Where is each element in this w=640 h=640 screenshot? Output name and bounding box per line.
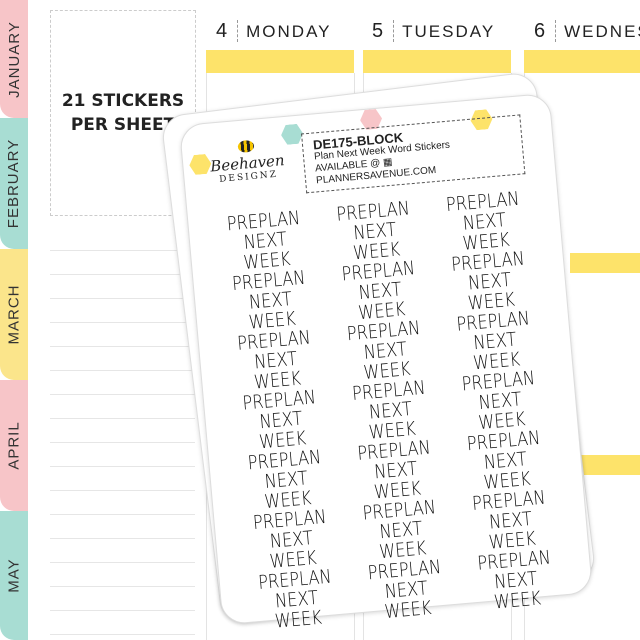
sticker: PREPLAN NEXT WEEK (351, 376, 427, 444)
highlight-bar (570, 455, 640, 475)
sticker: PREPLAN NEXT WEEK (246, 446, 322, 514)
sticker: PREPLAN NEXT WEEK (252, 505, 328, 573)
highlight-bar (363, 50, 511, 73)
sticker: PREPLAN NEXT WEEK (356, 436, 432, 504)
ruled-line (50, 490, 195, 491)
ruled-line (50, 466, 195, 467)
sticker: PREPLAN NEXT WEEK (340, 257, 416, 325)
sticker: PREPLAN NEXT WEEK (455, 307, 531, 375)
sticker: PREPLAN NEXT WEEK (450, 247, 526, 315)
ruled-line (50, 274, 195, 275)
tab-april[interactable]: APRIL (0, 380, 28, 511)
tab-february[interactable]: FEBRUARY (0, 118, 28, 249)
ruled-line (50, 514, 195, 515)
ruled-line (50, 346, 195, 347)
brand-logo: Beehaven DESIGNZ (206, 137, 289, 186)
day-header-wednesday: 6WEDNES (534, 20, 640, 42)
highlight-bar (570, 253, 640, 273)
tab-march[interactable]: MARCH (0, 249, 28, 380)
sticker: PREPLAN NEXT WEEK (335, 197, 411, 265)
sheet-header: DE175-BLOCK Plan Next Week Word Stickers… (301, 114, 526, 194)
ruled-line (50, 610, 195, 611)
sticker-count-box: 21 STICKERS PER SHEET (50, 10, 196, 216)
sticker: PREPLAN NEXT WEEK (476, 546, 552, 614)
bee-icon (237, 139, 255, 154)
sticker: PREPLAN NEXT WEEK (366, 556, 442, 624)
tab-may[interactable]: MAY (0, 511, 28, 640)
sticker: PREPLAN NEXT WEEK (225, 206, 302, 275)
ruled-line (50, 634, 195, 635)
sticker: PREPLAN NEXT WEEK (445, 187, 521, 255)
sticker: PREPLAN NEXT WEEK (361, 496, 437, 564)
ruled-line (50, 322, 195, 323)
sticker: PREPLAN NEXT WEEK (241, 386, 317, 454)
ruled-line (50, 394, 195, 395)
day-header-monday: 4 MONDAY (216, 20, 332, 42)
tab-january[interactable]: JANUARY (0, 0, 28, 118)
ruled-line (50, 538, 195, 539)
ruled-line (50, 442, 195, 443)
sticker: PREPLAN NEXT WEEK (466, 426, 542, 494)
ruled-line (50, 250, 195, 251)
day-header-tuesday: 5 TUESDAY (372, 20, 496, 42)
ruled-line (50, 562, 195, 563)
sticker: PREPLAN NEXT WEEK (231, 266, 307, 334)
ruled-line (50, 586, 195, 587)
sticker: PREPLAN NEXT WEEK (257, 565, 333, 633)
ruled-line (50, 298, 195, 299)
sticker-sheet: Beehaven DESIGNZ DE175-BLOCK Plan Next We… (178, 92, 594, 633)
sticker: PREPLAN NEXT WEEK (471, 486, 547, 554)
sticker: PREPLAN NEXT WEEK (346, 316, 422, 384)
highlight-bar (524, 50, 640, 73)
ruled-line (50, 370, 195, 371)
sticker: PREPLAN NEXT WEEK (236, 326, 312, 394)
ruled-line (50, 418, 195, 419)
sticker: PREPLAN NEXT WEEK (460, 367, 536, 435)
highlight-bar (206, 50, 354, 73)
